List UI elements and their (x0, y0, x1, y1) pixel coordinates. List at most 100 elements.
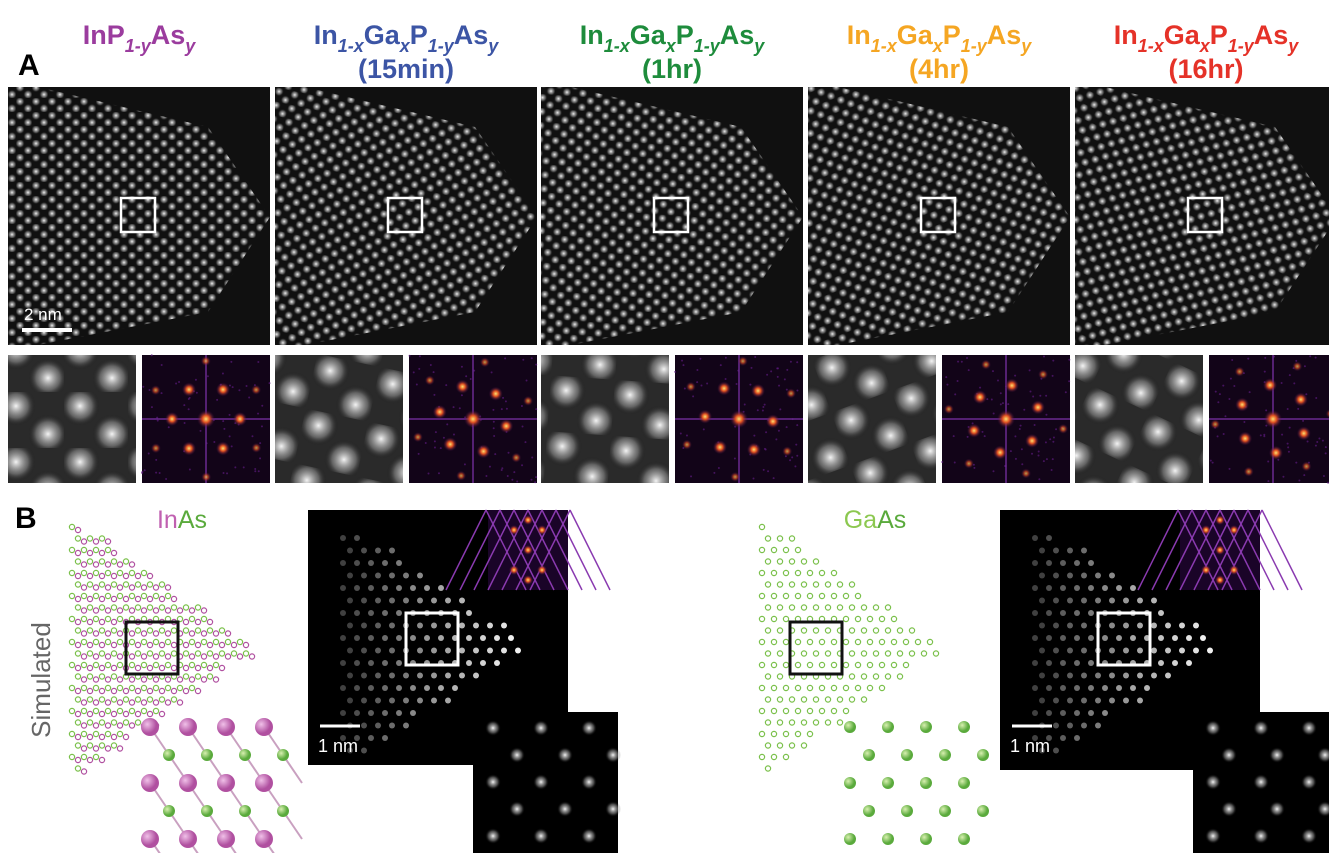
title-part: As (987, 20, 1022, 50)
title-part: 1-x (604, 36, 631, 56)
fft-noise (461, 366, 463, 368)
atom (75, 697, 80, 702)
sim-atom (452, 685, 458, 691)
atom (789, 582, 794, 587)
fft-noise (1289, 427, 1291, 429)
fft-noise (946, 384, 948, 386)
sim-atom (1032, 560, 1038, 566)
fft-noise (795, 444, 797, 446)
atom (165, 608, 170, 613)
fft-noise (796, 361, 798, 363)
atom (813, 582, 818, 587)
fft-noise (767, 470, 769, 472)
atom (765, 536, 770, 541)
atom (861, 628, 866, 633)
atom (75, 743, 80, 748)
atom (819, 570, 824, 575)
sim-atom (1053, 673, 1059, 679)
atom (873, 605, 878, 610)
atom (885, 651, 890, 656)
fft-noise (430, 364, 432, 366)
atom (81, 731, 86, 736)
atom (825, 720, 830, 725)
sim-atom (396, 635, 402, 641)
fft-noise (438, 472, 440, 474)
fft-spot (477, 444, 491, 458)
atom (159, 665, 164, 670)
sim-atom (1137, 698, 1143, 704)
sim-atom (1046, 660, 1052, 666)
sim-atom (1137, 648, 1143, 654)
atom (765, 697, 770, 702)
atom (777, 628, 782, 633)
atom (117, 731, 122, 736)
sim-atom (1172, 660, 1178, 666)
fft-noise (1210, 460, 1212, 462)
fft-noise (489, 466, 491, 468)
fft-noise (535, 476, 537, 478)
sim-atom (389, 698, 395, 704)
atom (111, 642, 116, 647)
atom (831, 639, 836, 644)
atom (813, 559, 818, 564)
sim-atom (403, 573, 409, 579)
sim-atom (354, 610, 360, 616)
atom (159, 596, 164, 601)
fft-noise (1212, 462, 1214, 464)
atom (93, 700, 98, 705)
atom (129, 562, 134, 567)
sim-atom (382, 735, 388, 741)
atom (897, 651, 902, 656)
atom (177, 700, 182, 705)
fft-spot (1025, 434, 1039, 448)
atom (87, 605, 92, 610)
fft-noise (1000, 392, 1002, 394)
atom (129, 708, 134, 713)
atom (99, 642, 104, 647)
sim-atom (354, 710, 360, 716)
sim-atom (445, 698, 451, 704)
atom (87, 688, 92, 693)
atom (147, 596, 152, 601)
atom (75, 527, 80, 532)
fft-spot (1229, 525, 1239, 535)
atom (207, 665, 212, 670)
atom (807, 685, 812, 690)
atom (93, 685, 98, 690)
atom (81, 769, 86, 774)
atom (801, 651, 806, 656)
atom (111, 651, 116, 656)
atom (87, 720, 92, 725)
sim-atom (396, 585, 402, 591)
atom (93, 708, 98, 713)
atom (87, 743, 92, 748)
fft-noise (778, 385, 780, 387)
fft-noise (259, 457, 261, 459)
atom (837, 605, 842, 610)
atom (189, 685, 194, 690)
sim-atom (438, 585, 444, 591)
sim-atom (347, 698, 353, 704)
atom (867, 662, 872, 667)
atom (75, 559, 80, 564)
atom (909, 651, 914, 656)
ball (920, 721, 932, 733)
fft-spot (686, 382, 696, 392)
atom (795, 639, 800, 644)
atom (213, 631, 218, 636)
atom (81, 700, 86, 705)
atom (123, 605, 128, 610)
sim-atom (1193, 623, 1199, 629)
fft-spot (1215, 545, 1225, 555)
atom (105, 616, 110, 621)
atom (801, 605, 806, 610)
sim-atom (1095, 723, 1101, 729)
fft-spot (1210, 419, 1220, 429)
fft-noise (1045, 414, 1047, 416)
atom (831, 593, 836, 598)
atom (111, 711, 116, 716)
fft-noise (196, 392, 198, 394)
fft-noise (184, 422, 186, 424)
fft-noise (506, 408, 508, 410)
atom (849, 605, 854, 610)
